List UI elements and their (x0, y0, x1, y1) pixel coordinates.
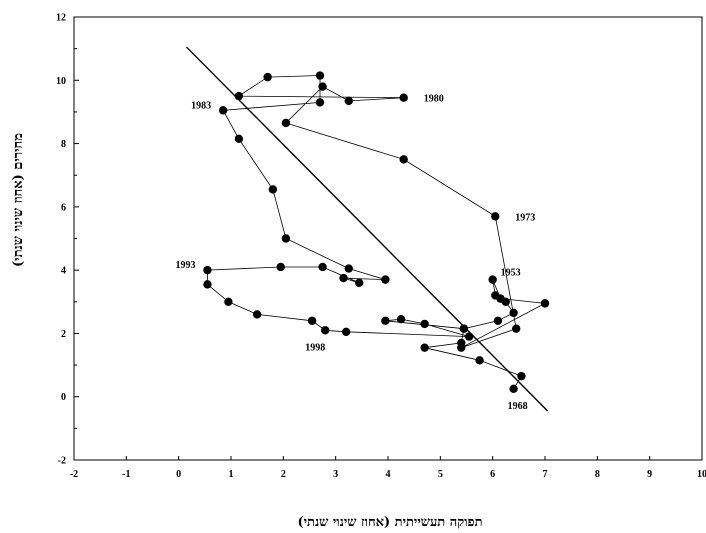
data-point (203, 265, 212, 275)
data-point (318, 82, 327, 91)
data-point (224, 297, 233, 306)
x-tick-label: 0 (176, 469, 181, 480)
x-tick-label: 9 (647, 469, 652, 480)
data-point (252, 310, 262, 319)
year-labels: 1968 1953 1973 1980 1983 1993 1998 (175, 94, 535, 412)
data-point (509, 308, 518, 318)
data-point (344, 96, 353, 106)
year-label: 1953 (501, 268, 521, 279)
year-label: 1998 (305, 342, 325, 353)
data-point (488, 275, 497, 284)
data-point (512, 324, 521, 333)
data-point (281, 234, 291, 243)
x-tick-label: 8 (595, 469, 600, 480)
y-tick-label: 10 (56, 76, 66, 87)
year-label: 1983 (191, 100, 211, 111)
x-tick-label: 4 (386, 469, 391, 480)
x-tick-label: 2 (281, 469, 286, 480)
x-tick-label: 7 (543, 469, 548, 480)
data-point (276, 262, 285, 272)
data-points (203, 71, 550, 394)
data-point (491, 212, 500, 221)
data-point (381, 316, 390, 325)
y-tick-label: 2 (61, 329, 66, 340)
x-tick-label: 6 (490, 469, 495, 480)
data-point (399, 155, 408, 164)
trend-line (186, 46, 549, 412)
data-point (203, 280, 212, 289)
data-point (396, 314, 406, 324)
data-point (459, 324, 469, 333)
y-tick-label: 0 (61, 392, 66, 403)
data-point (420, 343, 429, 352)
data-point (268, 185, 278, 194)
y-axis-title: מחירים (אחוז שינוי שנתי) (11, 133, 26, 267)
x-tick-label: -2 (70, 469, 78, 480)
x-tick-label: -1 (122, 469, 130, 480)
data-point (509, 384, 518, 394)
data-point (517, 371, 526, 381)
x-tick-label: 3 (333, 469, 338, 480)
y-tick-label: 12 (56, 13, 66, 24)
series-line (207, 75, 547, 390)
data-point (315, 98, 325, 107)
plot-area (73, 16, 703, 461)
y-tick-label: 8 (61, 139, 66, 150)
x-tick-label: 5 (438, 469, 443, 480)
y-tick-label: -2 (58, 456, 66, 467)
data-point (399, 93, 408, 102)
data-point (218, 106, 228, 115)
data-point (263, 72, 272, 82)
y-tick-label: 4 (61, 266, 66, 277)
data-point (381, 275, 390, 284)
data-point (540, 299, 550, 308)
plot-border (73, 16, 703, 461)
data-point (355, 278, 364, 287)
x-tick-label: 10 (697, 469, 706, 480)
y-tick-label: 6 (61, 202, 66, 213)
data-point (234, 134, 244, 144)
data-point (475, 356, 484, 365)
year-label: 1968 (508, 401, 528, 412)
year-label: 1973 (515, 212, 535, 223)
data-point (493, 316, 503, 325)
data-point (315, 71, 325, 80)
x-tick-label: 1 (229, 469, 234, 480)
year-label: 1993 (175, 260, 195, 271)
x-axis-title: תפוקה תעשייתית (אחוז שינוי שנתי) (297, 515, 482, 530)
year-label: 1980 (424, 94, 444, 105)
data-point (281, 118, 291, 128)
data-point (341, 327, 351, 337)
data-point (344, 264, 353, 273)
data-point (307, 316, 317, 325)
data-point (464, 332, 474, 341)
data-point (496, 294, 505, 303)
data-point (321, 326, 330, 335)
trend-line-group (186, 46, 549, 412)
data-point (318, 262, 327, 272)
data-point (234, 91, 244, 101)
data-point (339, 273, 348, 283)
connecting-lines (207, 75, 547, 390)
data-point (457, 343, 466, 352)
data-point (420, 319, 429, 329)
